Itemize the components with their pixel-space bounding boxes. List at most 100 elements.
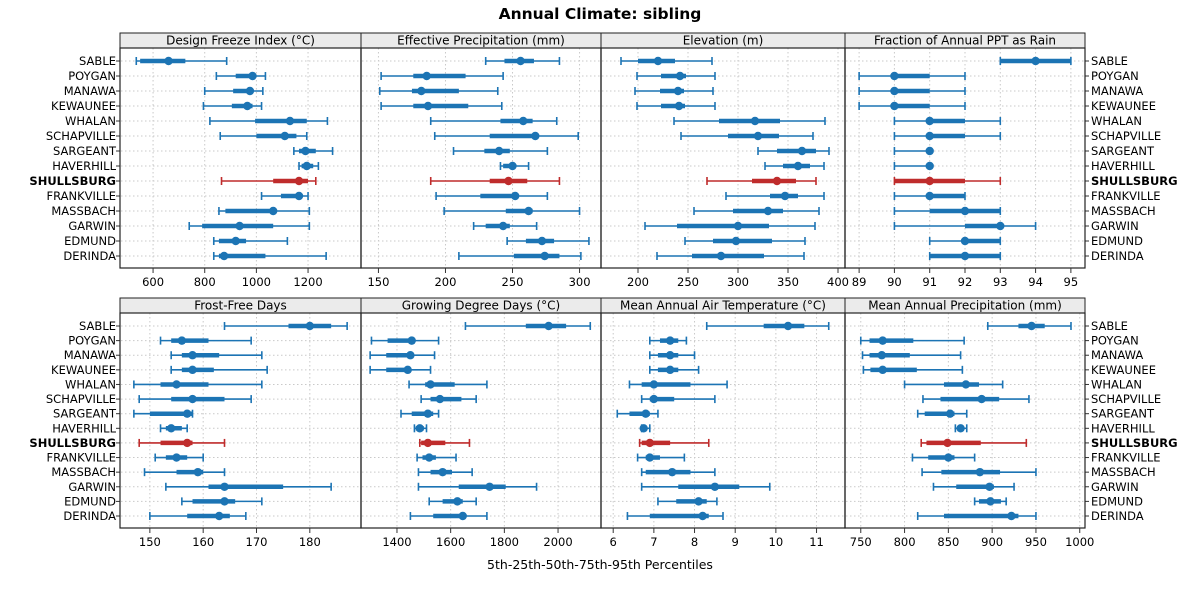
median-dot xyxy=(960,206,970,216)
median-dot xyxy=(996,221,1005,231)
glyph-garwin xyxy=(893,221,1037,231)
median-dot xyxy=(453,497,462,506)
glyph-sable xyxy=(223,321,348,331)
glyph-sable xyxy=(705,321,830,331)
site-label-right-derinda: DERINDA xyxy=(1091,509,1144,523)
glyph-garwin xyxy=(640,482,771,491)
median-dot xyxy=(649,380,659,389)
median-dot xyxy=(753,131,763,141)
site-label-left-haverhill: HAVERHILL xyxy=(52,159,116,173)
glyph-manawa xyxy=(203,86,264,96)
x-tick-label: 1000 xyxy=(242,275,271,289)
median-dot xyxy=(188,365,197,375)
glyph-whalan xyxy=(893,116,1002,126)
glyph-manawa xyxy=(378,86,499,96)
glyph-garwin xyxy=(932,482,1015,491)
x-tick-label: 94 xyxy=(1028,275,1043,289)
median-dot xyxy=(248,71,257,81)
panel-border xyxy=(844,312,1086,529)
x-tick-label: 7 xyxy=(650,535,657,549)
median-dot xyxy=(925,176,934,186)
median-dot xyxy=(280,131,289,141)
site-label-right-shullsburg: SHULLSBURG xyxy=(1091,436,1178,450)
glyph-manawa xyxy=(369,351,436,360)
median-dot xyxy=(406,351,415,360)
glyph-shullsburg xyxy=(429,176,561,186)
site-label-left-schapville: SCHAPVILLE xyxy=(46,392,116,406)
glyph-haverhill xyxy=(954,424,968,433)
median-dot xyxy=(166,424,176,433)
glyph-poygan xyxy=(636,71,716,81)
median-dot xyxy=(943,438,952,448)
glyph-frankville xyxy=(435,191,549,201)
strip-title: Growing Degree Days (°C) xyxy=(402,299,561,313)
site-label-left-manawa: MANAWA xyxy=(64,348,116,362)
site-label-right-manawa: MANAWA xyxy=(1091,84,1143,98)
site-label-left-frankville: FRANKVILLE xyxy=(47,451,117,465)
glyph-sargeant xyxy=(616,409,659,418)
strip-title: Mean Annual Precipitation (mm) xyxy=(868,299,1062,313)
median-dot xyxy=(960,251,970,261)
panel-border xyxy=(119,47,362,269)
glyph-massbach xyxy=(443,206,581,216)
site-label-left-sargeant: SARGEANT xyxy=(53,144,117,158)
x-tick-label: 1600 xyxy=(436,535,465,549)
median-dot xyxy=(245,86,255,96)
glyph-sargeant xyxy=(400,409,440,418)
median-dot xyxy=(977,394,986,404)
glyph-whalan xyxy=(903,380,1004,389)
median-dot xyxy=(797,146,807,156)
median-dot xyxy=(188,351,197,360)
glyph-sargeant xyxy=(757,146,830,156)
glyph-haverhill xyxy=(159,424,188,433)
glyph-poygan xyxy=(859,336,965,345)
glyph-manawa xyxy=(634,86,714,96)
site-label-right-sargeant: SARGEANT xyxy=(1091,407,1155,421)
glyph-sargeant xyxy=(893,146,934,156)
median-dot xyxy=(698,511,707,521)
site-label-right-shullsburg: SHULLSBURG xyxy=(1091,174,1178,188)
glyph-manawa xyxy=(170,351,263,360)
glyph-kewaunee xyxy=(648,365,700,375)
median-dot xyxy=(763,206,773,216)
glyph-schapville xyxy=(219,131,308,141)
median-dot xyxy=(219,251,229,261)
x-tick-label: 200 xyxy=(627,275,649,289)
glyph-edmund xyxy=(657,497,718,506)
glyph-garwin xyxy=(472,221,538,231)
glyph-garwin xyxy=(644,221,816,231)
x-tick-label: 250 xyxy=(502,275,524,289)
median-dot xyxy=(665,351,675,360)
median-dot xyxy=(498,221,508,231)
median-dot xyxy=(925,131,934,141)
median-dot xyxy=(890,101,899,111)
median-dot xyxy=(956,424,965,433)
median-dot xyxy=(424,453,434,462)
glyph-sargeant xyxy=(452,146,549,156)
glyph-schapville xyxy=(922,394,1030,404)
x-tick-label: 93 xyxy=(993,275,1008,289)
median-dot xyxy=(193,467,203,477)
page-title: Annual Climate: sibling xyxy=(498,5,702,23)
glyph-whalan xyxy=(673,116,826,126)
median-dot xyxy=(645,453,654,462)
glyph-sable xyxy=(484,56,561,66)
glyph-frankville xyxy=(911,453,976,462)
glyph-edmund xyxy=(684,236,806,246)
site-label-left-frankville: FRANKVILLE xyxy=(47,189,117,203)
median-dot xyxy=(674,101,684,111)
glyph-derinda xyxy=(149,511,247,521)
median-dot xyxy=(878,365,887,375)
median-dot xyxy=(494,146,504,156)
site-label-left-kewaunee: KEWAUNEE xyxy=(51,363,116,377)
glyph-derinda xyxy=(928,251,1002,261)
glyph-sargeant xyxy=(293,146,334,156)
median-dot xyxy=(417,86,426,96)
strip-title: Effective Precipitation (mm) xyxy=(397,34,565,48)
median-dot xyxy=(878,336,887,345)
glyph-kewaunee xyxy=(862,365,964,375)
x-tick-label: 900 xyxy=(981,535,1003,549)
glyph-garwin xyxy=(417,482,538,491)
x-tick-label: 1000 xyxy=(1065,535,1094,549)
median-dot xyxy=(653,56,663,66)
